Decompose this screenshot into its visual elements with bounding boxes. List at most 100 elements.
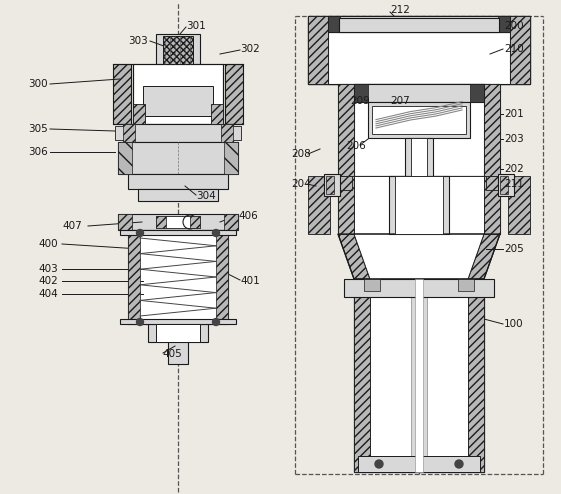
Text: 100: 100	[504, 319, 523, 329]
Bar	[338, 84, 354, 176]
Text: 208: 208	[291, 149, 311, 159]
Text: 402: 402	[38, 276, 58, 286]
Text: 200: 200	[504, 21, 523, 31]
Bar	[395, 176, 443, 234]
Bar	[143, 86, 213, 116]
Bar	[133, 104, 145, 124]
Bar	[486, 176, 500, 190]
Bar	[328, 16, 510, 32]
Text: 211: 211	[504, 179, 524, 189]
Text: 206: 206	[346, 141, 366, 151]
Bar	[354, 84, 484, 176]
Text: 306: 306	[28, 147, 48, 157]
Bar	[156, 216, 200, 228]
Bar	[123, 124, 135, 142]
Bar	[354, 84, 368, 102]
Bar	[308, 176, 330, 234]
Bar	[156, 216, 166, 228]
Bar	[470, 84, 484, 102]
Circle shape	[213, 319, 219, 326]
Bar	[128, 174, 228, 189]
Text: 301: 301	[186, 21, 206, 31]
Bar	[405, 138, 433, 176]
Bar	[231, 126, 241, 140]
Bar	[115, 126, 125, 140]
Text: 304: 304	[196, 191, 216, 201]
Bar	[326, 176, 334, 194]
Bar	[324, 174, 340, 196]
Bar	[500, 176, 508, 194]
Bar	[128, 230, 228, 324]
Text: 401: 401	[240, 276, 260, 286]
Bar	[163, 36, 193, 64]
Circle shape	[375, 460, 383, 468]
Bar	[510, 16, 530, 84]
Bar	[415, 279, 423, 472]
Text: 305: 305	[28, 124, 48, 134]
Bar	[339, 18, 499, 32]
Text: 205: 205	[504, 244, 524, 254]
Bar	[128, 230, 140, 324]
Bar	[354, 84, 484, 102]
Bar	[133, 64, 223, 124]
Bar	[308, 16, 530, 84]
Text: 404: 404	[38, 289, 58, 299]
Bar	[156, 34, 200, 66]
Bar	[120, 230, 236, 235]
Bar	[338, 84, 500, 176]
Text: 400: 400	[38, 239, 58, 249]
Bar	[370, 279, 468, 472]
Text: 210: 210	[504, 44, 524, 54]
Bar	[120, 319, 236, 324]
Bar	[211, 104, 223, 124]
Bar	[354, 176, 484, 234]
Bar	[368, 102, 470, 138]
Bar	[328, 16, 340, 32]
Text: 403: 403	[38, 264, 58, 274]
Polygon shape	[468, 234, 500, 279]
Bar	[118, 142, 132, 174]
Text: 303: 303	[128, 36, 148, 46]
Bar	[328, 32, 510, 84]
Bar	[308, 16, 328, 84]
Bar	[358, 456, 480, 472]
Text: 202: 202	[504, 164, 524, 174]
Bar	[190, 216, 200, 228]
Polygon shape	[354, 234, 484, 279]
Bar	[224, 142, 238, 174]
Bar	[354, 279, 484, 472]
Bar	[458, 279, 474, 291]
Bar	[498, 16, 510, 32]
Bar	[411, 138, 427, 176]
Bar	[221, 124, 233, 142]
Circle shape	[213, 230, 219, 237]
Bar	[148, 324, 208, 342]
Bar	[354, 279, 370, 472]
Bar	[156, 324, 200, 342]
Text: 201: 201	[504, 109, 524, 119]
Bar	[372, 106, 466, 134]
Circle shape	[455, 460, 463, 468]
Bar	[123, 124, 233, 142]
Circle shape	[136, 230, 144, 237]
Bar	[364, 279, 380, 291]
Circle shape	[136, 319, 144, 326]
Bar	[138, 189, 218, 201]
Bar	[484, 176, 500, 234]
Text: 207: 207	[390, 96, 410, 106]
Text: 209: 209	[350, 96, 370, 106]
Bar	[118, 214, 238, 230]
Bar	[344, 279, 494, 297]
Bar	[389, 176, 449, 234]
Bar	[113, 64, 131, 124]
Polygon shape	[338, 234, 370, 279]
Bar	[216, 230, 228, 324]
Bar	[498, 174, 514, 196]
Bar	[508, 176, 530, 234]
Text: 203: 203	[504, 134, 524, 144]
Text: 405: 405	[162, 349, 182, 359]
Bar	[411, 279, 427, 472]
Bar	[338, 176, 500, 234]
Text: 300: 300	[28, 79, 48, 89]
Text: 302: 302	[240, 44, 260, 54]
